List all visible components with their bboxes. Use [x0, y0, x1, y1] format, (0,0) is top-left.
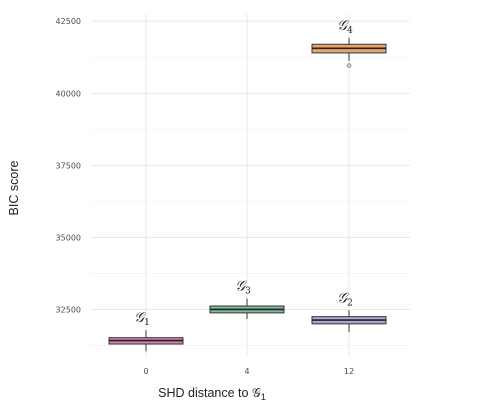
- x-tick-label: 4: [244, 367, 249, 376]
- box-label-4: 𝒢4: [337, 18, 353, 36]
- x-axis-title-main: SHD distance to 𝒢: [158, 386, 261, 400]
- box-4: [311, 37, 387, 68]
- box-1: [108, 330, 184, 352]
- box-labels: 𝒢1 𝒢3 𝒢2 𝒢4: [134, 18, 353, 328]
- x-axis-title: SHD distance to 𝒢1: [158, 386, 266, 402]
- boxes: [108, 37, 387, 352]
- x-tick-label: 12: [344, 367, 354, 376]
- outlier-point: [346, 63, 352, 68]
- box-label-subscript: 4: [347, 26, 353, 36]
- box-label-2: 𝒢2: [337, 290, 353, 308]
- x-tick-label: 0: [143, 367, 148, 376]
- box-label-subscript: 2: [347, 298, 353, 308]
- y-tick-label: 42500: [56, 17, 81, 26]
- x-axis-title-sub: 1: [261, 392, 266, 402]
- box-2: [311, 310, 387, 332]
- box-label-subscript: 1: [144, 318, 150, 328]
- box-label-3: 𝒢3: [235, 278, 251, 296]
- box-label-1: 𝒢1: [134, 310, 150, 328]
- y-axis-title: BIC score: [7, 161, 21, 216]
- y-tick-label: 40000: [56, 89, 81, 98]
- y-tick-label: 35000: [56, 233, 81, 242]
- box-3: [209, 298, 285, 319]
- box-label-subscript: 3: [245, 286, 251, 296]
- y-tick-label: 32500: [56, 305, 81, 314]
- y-tick-label: 37500: [56, 161, 81, 170]
